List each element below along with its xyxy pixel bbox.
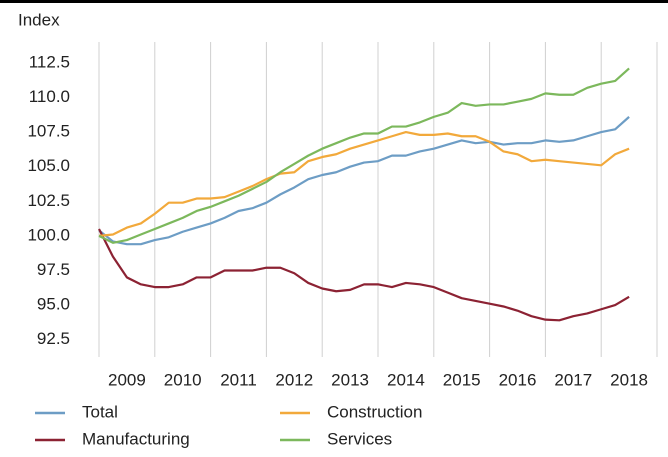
x-tick-label: 2018 (610, 370, 648, 389)
x-tick-label: 2012 (275, 370, 313, 389)
series-line (98, 228, 630, 322)
legend-label: Construction (327, 402, 422, 421)
x-tick-label: 2017 (554, 370, 592, 389)
y-tick-label: 100.0 (27, 225, 70, 244)
x-tick-label: 2014 (387, 370, 425, 389)
y-tick-label: 105.0 (27, 156, 70, 175)
series-line (98, 116, 630, 246)
x-tick-label: 2016 (499, 370, 537, 389)
y-tick-label: 95.0 (37, 295, 70, 314)
y-tick-label: 102.5 (27, 191, 70, 210)
y-tick-label: 107.5 (27, 122, 70, 141)
series-line (98, 67, 630, 244)
series-line (98, 131, 630, 237)
x-tick-label: 2013 (331, 370, 369, 389)
y-tick-label: 97.5 (37, 260, 70, 279)
legend-label: Total (82, 402, 118, 421)
x-tick-label: 2015 (443, 370, 481, 389)
y-tick-label: 110.0 (29, 87, 70, 106)
x-tick-label: 2010 (164, 370, 202, 389)
x-tick-label: 2009 (108, 370, 146, 389)
y-tick-label: 112.5 (29, 52, 70, 71)
legend-label: Manufacturing (82, 429, 190, 448)
legend-label: Services (327, 429, 392, 448)
y-tick-label: 92.5 (37, 329, 70, 348)
x-tick-label: 2011 (220, 370, 257, 389)
y-axis-label: Index (18, 10, 60, 29)
